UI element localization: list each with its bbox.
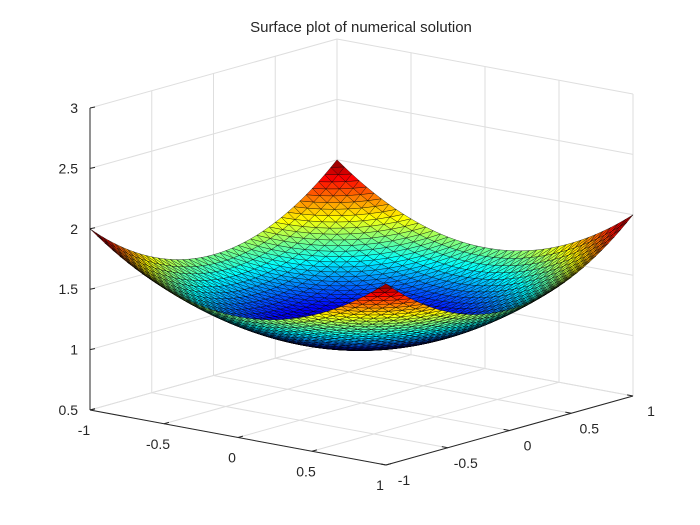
x-tick bbox=[311, 449, 318, 452]
wall-grid-z bbox=[89, 340, 338, 411]
z-tick-label: 1.5 bbox=[59, 281, 79, 297]
tick-labels: -1 -0.5 0 0.5 1 -1 -0.5 0 0.5 1 0.5 1 1.5 2 2.5 3 bbox=[59, 100, 656, 493]
y-tick-label: -0.5 bbox=[454, 455, 478, 471]
axes bbox=[89, 106, 634, 466]
z-tick bbox=[89, 227, 96, 230]
x-tick-label: 0 bbox=[228, 450, 236, 466]
y-tick-label: 0.5 bbox=[580, 420, 600, 436]
y-tick bbox=[379, 463, 387, 466]
floor-grid-y bbox=[275, 357, 572, 414]
z-tick bbox=[89, 408, 96, 411]
z-tick-label: 2 bbox=[70, 221, 78, 237]
surface-facet bbox=[619, 214, 634, 228]
wall-grid-z bbox=[336, 159, 634, 216]
y-tick bbox=[503, 428, 510, 431]
z-tick bbox=[89, 287, 96, 290]
x-tick-label: -0.5 bbox=[146, 436, 170, 452]
z-tick-label: 2.5 bbox=[59, 160, 79, 176]
x-tick-label: -1 bbox=[78, 422, 91, 438]
y-tick-label: -1 bbox=[398, 472, 411, 488]
surface-facet bbox=[89, 228, 104, 241]
z-tick-label: 3 bbox=[70, 100, 78, 116]
x-tick bbox=[385, 463, 392, 466]
y-tick bbox=[441, 446, 448, 449]
wall-grid-z bbox=[89, 159, 338, 230]
wall-grid-z bbox=[89, 38, 338, 109]
wall-grid-z bbox=[336, 98, 634, 155]
surface-facet bbox=[96, 232, 110, 245]
x-tick-label: 0.5 bbox=[296, 463, 316, 479]
wall-grid-z bbox=[336, 38, 634, 95]
y-tick bbox=[565, 411, 572, 414]
z-tick bbox=[89, 106, 96, 109]
chart-title: Surface plot of numerical solution bbox=[250, 19, 472, 36]
surface-mesh bbox=[89, 159, 634, 351]
x-tick bbox=[163, 421, 170, 425]
floor-grid-y bbox=[151, 392, 448, 449]
y-tick-label: 0 bbox=[524, 438, 532, 454]
z-tick-label: 1 bbox=[70, 342, 78, 358]
z-tick bbox=[89, 348, 96, 351]
x-tick-label: 1 bbox=[376, 477, 384, 493]
floor-grid-y bbox=[213, 375, 510, 431]
y-tick bbox=[626, 394, 634, 397]
surface-facet bbox=[378, 283, 393, 289]
x-tick bbox=[237, 435, 244, 438]
wall-grid-z bbox=[336, 340, 634, 397]
y-tick-label: 1 bbox=[647, 403, 655, 419]
z-tick bbox=[89, 166, 96, 169]
wall-grid-z bbox=[89, 98, 338, 169]
z-tick-label: 0.5 bbox=[59, 402, 79, 418]
